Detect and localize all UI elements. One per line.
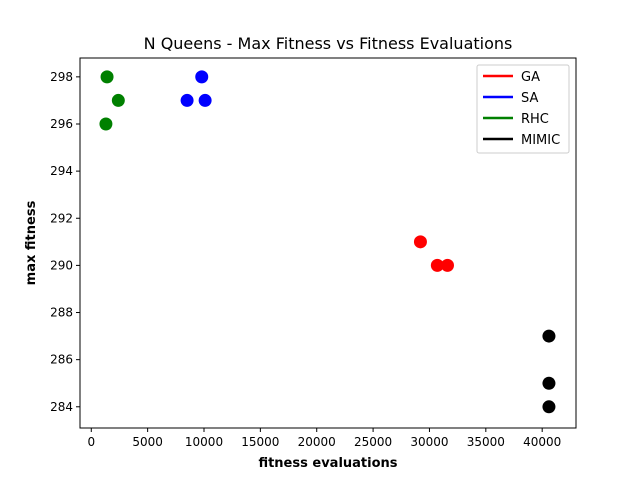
data-point-rhc [100,70,114,84]
x-tick-label: 25000 [354,435,392,449]
legend-label-mimic: MIMIC [521,133,560,148]
legend-label-rhc: RHC [521,112,549,127]
x-tick-label: 0 [87,435,95,449]
y-tick-label: 296 [50,117,73,131]
y-axis-label: max fitness [24,200,39,285]
x-tick-label: 30000 [410,435,448,449]
y-tick-label: 290 [50,258,73,272]
data-point-sa [198,93,212,107]
data-point-mimic [542,400,556,414]
y-axis: 284 286 288 290 292 294 296 298 [50,70,80,414]
points-layer [99,70,556,414]
x-tick-label: 5000 [132,435,163,449]
chart-title: N Queens - Max Fitness vs Fitness Evalua… [144,34,513,53]
x-axis-label: fitness evaluations [258,456,397,471]
data-point-ga [413,235,427,249]
x-axis: 0 5000 10000 15000 20000 25000 30000 35000 40000 [87,428,561,449]
y-tick-label: 288 [50,306,73,320]
x-tick-label: 40000 [523,435,561,449]
legend-box [476,64,570,154]
data-point-ga [430,258,444,272]
data-point-sa [195,70,209,84]
y-tick-label: 294 [50,164,73,178]
plot-area-frame [79,57,577,429]
y-tick-label: 292 [50,211,73,225]
data-point-rhc [111,93,125,107]
legend-label-sa: SA [521,91,538,106]
y-tick-label: 286 [50,353,73,367]
legend: GA SA RHC MIMIC [476,64,570,154]
data-point-rhc [99,117,113,131]
data-point-mimic [542,329,556,343]
data-point-ga [440,258,454,272]
x-tick-label: 35000 [467,435,505,449]
y-tick-label: 284 [50,400,73,414]
data-point-sa [180,93,194,107]
x-tick-label: 10000 [185,435,223,449]
data-point-mimic [542,376,556,390]
y-tick-label: 298 [50,70,73,84]
legend-label-ga: GA [521,70,540,85]
x-tick-label: 20000 [298,435,336,449]
x-tick-label: 15000 [241,435,279,449]
